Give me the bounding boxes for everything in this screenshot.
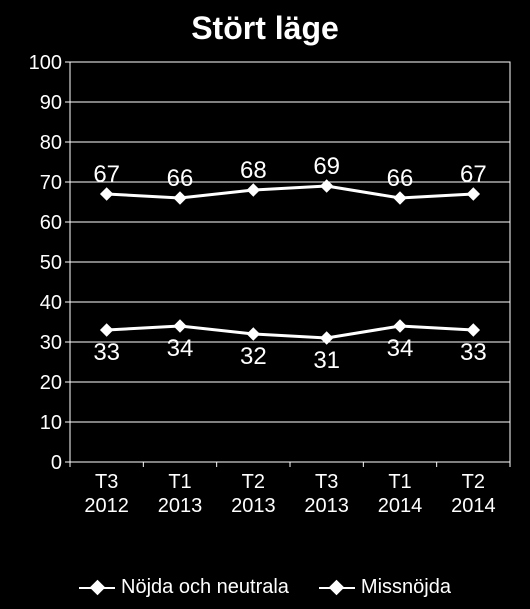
legend-item-1: Missnöjda bbox=[319, 576, 451, 599]
svg-text:60: 60 bbox=[40, 212, 62, 234]
legend-item-0: Nöjda och neutrala bbox=[79, 576, 289, 599]
svg-text:20: 20 bbox=[40, 372, 62, 394]
svg-text:100: 100 bbox=[29, 52, 62, 74]
diamond-icon bbox=[79, 587, 115, 589]
svg-text:66: 66 bbox=[387, 165, 414, 192]
svg-text:T1: T1 bbox=[168, 471, 191, 493]
svg-text:67: 67 bbox=[460, 161, 487, 188]
svg-text:0: 0 bbox=[51, 452, 62, 474]
svg-text:34: 34 bbox=[387, 335, 414, 362]
svg-text:32: 32 bbox=[240, 343, 267, 370]
svg-text:40: 40 bbox=[40, 292, 62, 314]
chart-legend: Nöjda och neutrala Missnöjda bbox=[0, 576, 530, 599]
chart-svg: 0102030405060708090100T32012T12013T22013… bbox=[0, 0, 530, 609]
svg-text:T2: T2 bbox=[242, 471, 265, 493]
svg-text:10: 10 bbox=[40, 412, 62, 434]
svg-text:T3: T3 bbox=[315, 471, 338, 493]
svg-text:34: 34 bbox=[167, 335, 194, 362]
svg-text:30: 30 bbox=[40, 332, 62, 354]
svg-text:2014: 2014 bbox=[451, 495, 496, 517]
chart-container: Stört läge 0102030405060708090100T32012T… bbox=[0, 0, 530, 609]
svg-text:31: 31 bbox=[313, 347, 340, 374]
svg-text:90: 90 bbox=[40, 92, 62, 114]
legend-label-0: Nöjda och neutrala bbox=[121, 576, 289, 599]
svg-text:T1: T1 bbox=[388, 471, 411, 493]
diamond-icon bbox=[319, 587, 355, 589]
svg-text:50: 50 bbox=[40, 252, 62, 274]
svg-text:70: 70 bbox=[40, 172, 62, 194]
svg-text:80: 80 bbox=[40, 132, 62, 154]
svg-text:67: 67 bbox=[93, 161, 120, 188]
svg-text:33: 33 bbox=[460, 339, 487, 366]
svg-text:T3: T3 bbox=[95, 471, 118, 493]
svg-text:2012: 2012 bbox=[84, 495, 129, 517]
legend-label-1: Missnöjda bbox=[361, 576, 451, 599]
svg-text:2013: 2013 bbox=[231, 495, 276, 517]
svg-text:66: 66 bbox=[167, 165, 194, 192]
svg-text:33: 33 bbox=[93, 339, 120, 366]
svg-text:T2: T2 bbox=[462, 471, 485, 493]
svg-text:2013: 2013 bbox=[304, 495, 349, 517]
svg-text:68: 68 bbox=[240, 157, 267, 184]
svg-text:2013: 2013 bbox=[158, 495, 203, 517]
svg-text:69: 69 bbox=[313, 153, 340, 180]
svg-text:2014: 2014 bbox=[378, 495, 423, 517]
